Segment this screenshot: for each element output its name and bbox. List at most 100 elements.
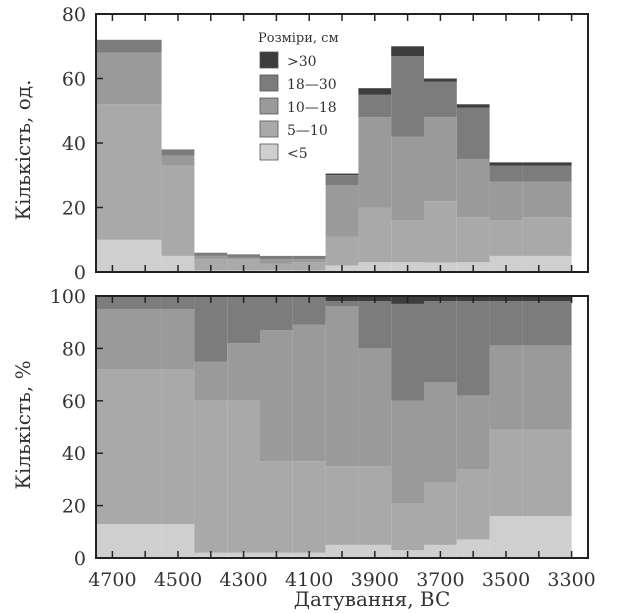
bottom-y-tick-label-2: 40: [62, 443, 86, 465]
top-bar-bin9-series4: [424, 78, 457, 82]
top-bar-bin9-series3: [424, 81, 457, 118]
top-bar-bin10-series1: [456, 217, 490, 263]
top-bar-bin9-series2: [424, 117, 457, 201]
top-bar-bin3-series1: [227, 259, 260, 271]
bottom-bar-bin12-series0: [522, 516, 572, 558]
bottom-bar-bin12-series3: [522, 301, 572, 346]
x-tick-label-0: 4700: [88, 569, 136, 591]
top-bar-bin12-series3: [522, 165, 572, 182]
top-bar-bin0-series3: [96, 39, 162, 53]
legend-title: Розміри, см: [258, 31, 339, 46]
bottom-bar-bin4-series2: [260, 330, 293, 462]
legend-swatch-0: [259, 51, 279, 69]
bottom-bar-bin2-series1: [194, 400, 228, 553]
bottom-y-tick-label-1: 20: [62, 496, 86, 518]
top-bar-bin0-series0: [96, 239, 162, 273]
top-bar-bin8-series3: [391, 55, 424, 137]
top-bar-bin1-series0: [161, 255, 195, 272]
top-bar-bin0-series1: [96, 104, 162, 240]
bottom-bar-bin7-series1: [358, 466, 392, 545]
top-bar-bin1-series3: [161, 149, 195, 156]
bottom-y-tick-label-3: 60: [62, 391, 86, 413]
top-bar-bin11-series2: [489, 181, 523, 221]
bottom-bar-bin0-series0: [96, 523, 162, 558]
bottom-bar-bin10-series0: [456, 539, 490, 558]
top-bar-bin10-series4: [456, 104, 490, 108]
bottom-bar-bin11-series1: [489, 429, 523, 517]
top-bar-bin10-series3: [456, 107, 490, 160]
bottom-bar-bin9-series3: [424, 301, 457, 383]
x-tick-label-7: 3300: [547, 569, 595, 591]
bottom-bar-bin12-series4: [522, 296, 572, 302]
x-tick-label-3: 4100: [285, 569, 333, 591]
bottom-bar-bin6-series2: [325, 306, 359, 467]
bottom-bar-bin0-series2: [96, 309, 162, 370]
top-bar-bin6-series3: [325, 175, 359, 185]
bottom-bar-bin6-series3: [325, 301, 359, 307]
bottom-bar-bin10-series2: [456, 395, 490, 469]
top-y-tick-label-1: 20: [62, 198, 86, 220]
bottom-bar-bin4-series1: [260, 461, 293, 553]
top-bar-bin0-series2: [96, 52, 162, 105]
top-bar-bin1-series2: [161, 155, 195, 166]
legend-swatch-2: [259, 97, 279, 115]
top-bar-bin11-series3: [489, 165, 523, 182]
bottom-bar-bin10-series3: [456, 301, 490, 396]
bottom-bar-bin5-series1: [292, 461, 326, 553]
x-tick-label-1: 4500: [154, 569, 202, 591]
top-bar-bin12-series2: [522, 181, 572, 218]
top-bar-bin6-series4: [325, 173, 359, 176]
top-bar-bin10-series2: [456, 159, 490, 218]
top-bar-bin5-series2: [292, 259, 326, 263]
top-y-tick-label-3: 60: [62, 69, 86, 91]
legend-label-4: <5: [287, 146, 308, 162]
bottom-bar-bin8-series1: [391, 503, 424, 551]
bottom-bar-bin5-series2: [292, 324, 326, 461]
top-bar-bin8-series2: [391, 136, 424, 221]
top-bar-bin2-series1: [194, 259, 228, 271]
top-bar-bin4-series2: [260, 259, 293, 264]
bottom-bar-bin9-series1: [424, 482, 457, 545]
top-bar-bin3-series3: [227, 254, 260, 258]
x-axis-label: Датування, BC: [294, 587, 451, 611]
bottom-bar-bin1-series2: [161, 309, 195, 370]
bottom-bar-bin9-series2: [424, 382, 457, 483]
bottom-bar-bin3-series1: [227, 400, 260, 553]
bottom-bar-bin1-series1: [161, 369, 195, 524]
legend-swatch-3: [259, 120, 279, 138]
top-y-axis-label: Кількість, од.: [11, 80, 35, 221]
top-bar-bin8-series1: [391, 220, 424, 263]
top-bar-bin6-series2: [325, 184, 359, 237]
bottom-y-tick-label-5: 100: [50, 286, 86, 308]
top-bar-bin8-series4: [391, 46, 424, 56]
top-bar-bin7-series2: [358, 117, 392, 208]
legend-label-3: 5—10: [287, 123, 328, 139]
x-tick-label-5: 3700: [416, 569, 464, 591]
x-tick-label-2: 4300: [219, 569, 267, 591]
bottom-bar-bin8-series3: [391, 303, 424, 401]
bottom-bar-bin7-series3: [358, 301, 392, 349]
bottom-bar-bin11-series2: [489, 345, 523, 430]
top-bar-bin7-series1: [358, 207, 392, 263]
top-bar-bin6-series1: [325, 236, 359, 266]
top-bar-bin11-series0: [489, 255, 523, 272]
bottom-bar-bin12-series1: [522, 429, 572, 517]
x-tick-label-6: 3500: [482, 569, 530, 591]
top-bar-bin5-series3: [292, 255, 326, 260]
top-bar-bin11-series1: [489, 220, 523, 256]
legend-swatch-4: [259, 143, 279, 161]
bottom-bar-bin2-series2: [194, 361, 228, 401]
x-tick-label-4: 3900: [351, 569, 399, 591]
top-y-tick-label-2: 40: [62, 133, 86, 155]
top-bar-bin12-series0: [522, 255, 572, 272]
top-bar-bin4-series3: [260, 255, 293, 260]
legend-label-2: 10—18: [287, 100, 337, 116]
bottom-bar-bin8-series2: [391, 400, 424, 503]
top-y-tick-label-0: 0: [74, 262, 86, 284]
top-bar-bin2-series3: [194, 252, 228, 256]
top-bar-bin1-series1: [161, 165, 195, 256]
top-bar-bin3-series2: [227, 257, 260, 260]
top-y-tick-label-4: 80: [62, 4, 86, 26]
top-bar-bin7-series4: [358, 88, 392, 95]
